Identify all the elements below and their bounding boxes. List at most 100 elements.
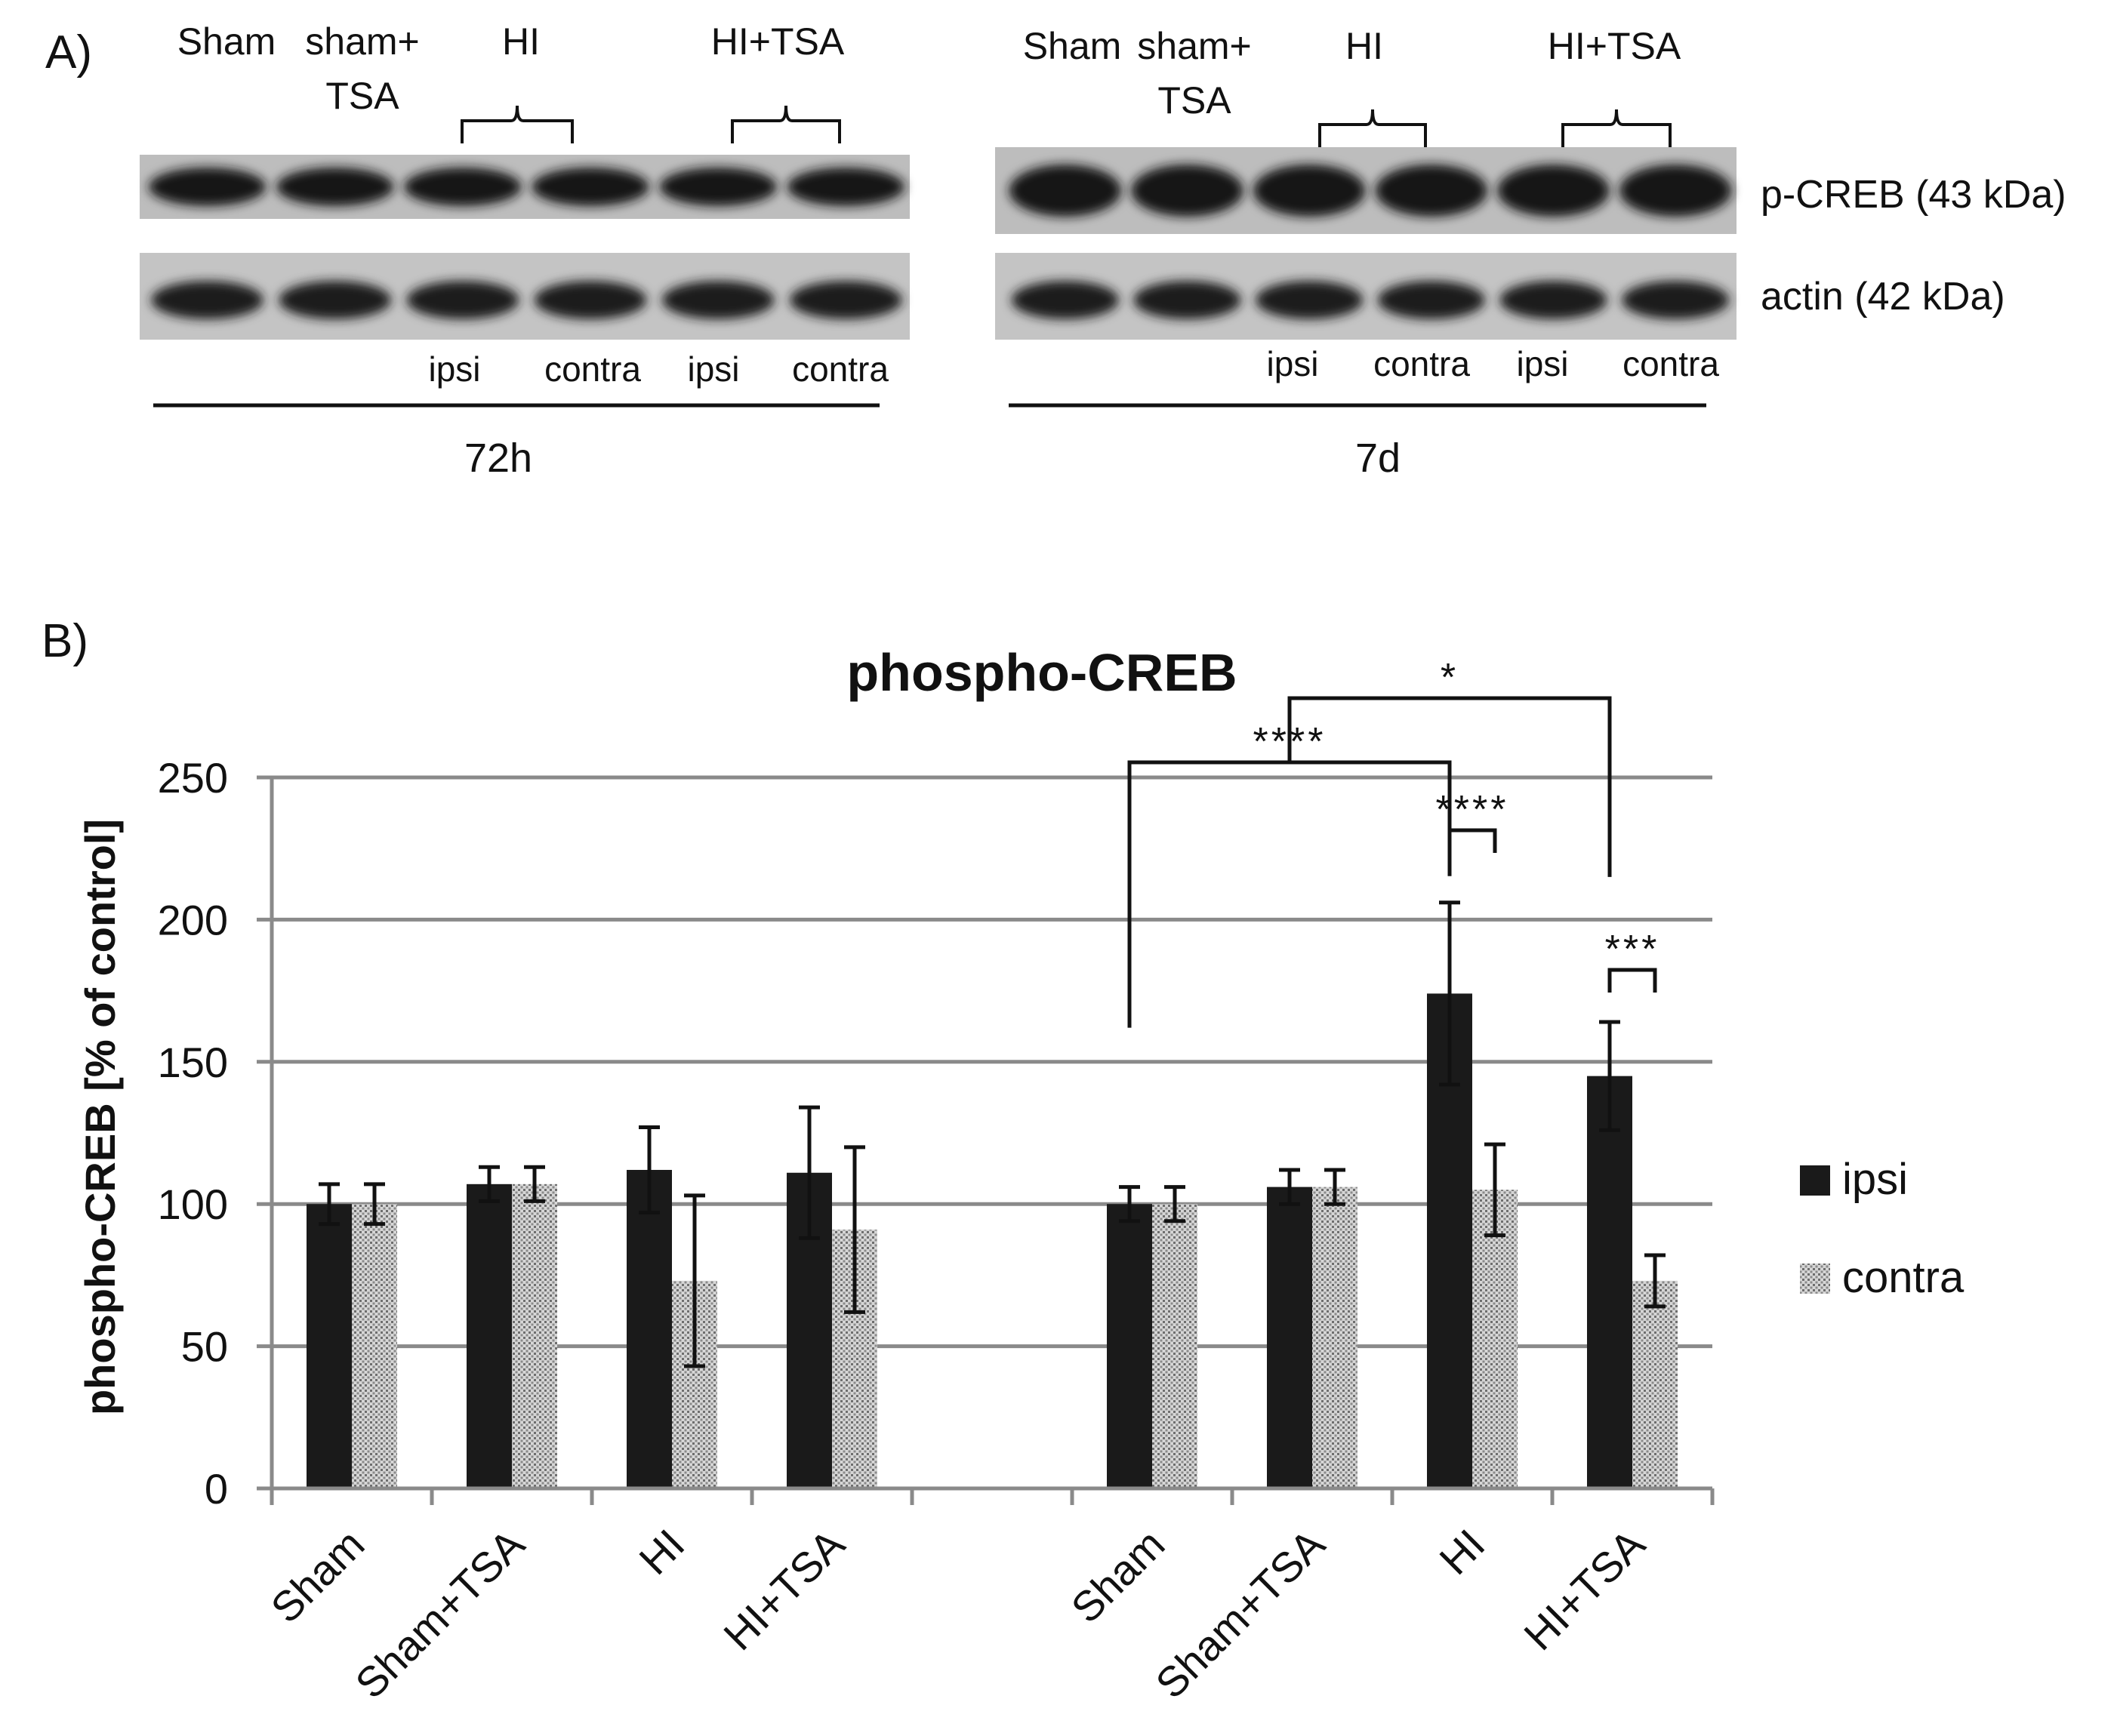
significance-bracket bbox=[1287, 696, 1612, 877]
hemisphere-label: contra bbox=[1373, 344, 1470, 383]
actin-band bbox=[534, 281, 647, 319]
panel-a-label: A) bbox=[45, 26, 92, 78]
actin-membrane bbox=[140, 253, 910, 340]
error-bar bbox=[1439, 900, 1460, 1087]
pcreb-band bbox=[148, 168, 267, 206]
hemisphere-label: contra bbox=[1622, 344, 1719, 383]
significance-bracket bbox=[1607, 968, 1657, 993]
bar-ipsi bbox=[467, 1183, 512, 1488]
error-bar bbox=[524, 1165, 545, 1203]
hemisphere-label: contra bbox=[544, 349, 641, 389]
error-bar bbox=[799, 1105, 820, 1240]
significance-label: **** bbox=[1436, 788, 1509, 832]
legend-label: ipsi bbox=[1842, 1155, 1908, 1204]
significance-bracket bbox=[1127, 760, 1452, 1028]
blot-72h: Sham sham+ TSA HI HI+TSA ipsi contra ipsi contra… bbox=[140, 20, 910, 481]
pcreb-band bbox=[1009, 165, 1122, 217]
pcreb-band bbox=[1253, 165, 1366, 217]
error-bar bbox=[1599, 1020, 1620, 1132]
y-axis-label: phospho-CREB [% of control] bbox=[76, 819, 124, 1415]
timepoint-label: 7d bbox=[1355, 436, 1401, 481]
bar-contra bbox=[352, 1204, 397, 1488]
error-bar bbox=[1279, 1168, 1300, 1206]
actin-band bbox=[279, 281, 392, 319]
pcreb-band bbox=[787, 168, 905, 206]
error-bar bbox=[479, 1165, 500, 1203]
pcreb-membrane bbox=[140, 155, 910, 219]
error-bar bbox=[1324, 1168, 1345, 1206]
group-brace bbox=[1318, 109, 1427, 147]
blot-group-label: TSA bbox=[1157, 79, 1231, 122]
blot-group-label: sham+ bbox=[305, 20, 419, 63]
error-bar bbox=[639, 1125, 660, 1214]
x-tick-label: HI+TSA bbox=[1515, 1519, 1654, 1659]
pcreb-band bbox=[1619, 165, 1732, 217]
significance-bracket bbox=[1447, 828, 1497, 853]
error-bar bbox=[844, 1145, 865, 1314]
legend-swatch-ipsi bbox=[1800, 1165, 1830, 1196]
pcreb-band bbox=[276, 168, 394, 206]
y-tick-label: 250 bbox=[158, 754, 228, 802]
pcreb-band bbox=[1375, 165, 1488, 217]
bar-contra bbox=[1472, 1190, 1518, 1488]
error-bar bbox=[1484, 1142, 1505, 1238]
actin-band bbox=[1377, 281, 1485, 319]
blot-group-label: sham+ bbox=[1137, 25, 1251, 67]
blot-group-label: Sham bbox=[177, 20, 276, 63]
hemisphere-label: ipsi bbox=[1516, 344, 1568, 383]
blot-group-label: Sham bbox=[1023, 25, 1122, 67]
bar-ipsi bbox=[307, 1204, 352, 1488]
blot-group-label: HI bbox=[502, 20, 540, 63]
hemisphere-label: contra bbox=[792, 349, 889, 389]
x-tick-label: Sham bbox=[1062, 1520, 1173, 1632]
panel-b-label: B) bbox=[42, 615, 88, 667]
pcreb-band bbox=[1131, 165, 1243, 217]
bar-contra bbox=[1632, 1280, 1678, 1488]
hemisphere-label: ipsi bbox=[687, 349, 739, 389]
blot-group-label: TSA bbox=[325, 75, 399, 117]
y-tick-label: 0 bbox=[205, 1465, 228, 1513]
blot-group-label: HI bbox=[1345, 25, 1383, 67]
pcreb-band bbox=[404, 168, 522, 206]
actin-membrane bbox=[995, 253, 1736, 340]
x-tick-label: Sham+TSA bbox=[1146, 1519, 1334, 1707]
significance-label: * bbox=[1441, 656, 1459, 700]
actin-band bbox=[1256, 281, 1364, 319]
error-bar bbox=[319, 1182, 340, 1227]
actin-band bbox=[151, 281, 264, 319]
blot-7d: Sham sham+ TSA HI HI+TSA ipsi contra ipsi contra… bbox=[995, 25, 1736, 481]
x-tick-label: Sham bbox=[261, 1520, 373, 1632]
x-tick-label: HI bbox=[630, 1520, 693, 1584]
x-tick-label: HI bbox=[1430, 1520, 1493, 1584]
x-tick-label: HI+TSA bbox=[714, 1519, 854, 1659]
chart-title: phospho-CREB bbox=[846, 643, 1237, 702]
bar-contra bbox=[1312, 1187, 1357, 1488]
error-bar bbox=[364, 1182, 385, 1227]
group-brace bbox=[731, 105, 841, 143]
western-blots: Sham sham+ TSA HI HI+TSA ipsi contra ipsi contra… bbox=[140, 20, 1736, 481]
blot-row-label-actin: actin (42 kDa) bbox=[1761, 275, 2005, 319]
pcreb-band bbox=[659, 168, 778, 206]
blot-group-label: HI+TSA bbox=[1548, 25, 1681, 67]
pcreb-band bbox=[532, 168, 649, 206]
blot-row-label-pcreb: p-CREB (43 kDa) bbox=[1761, 173, 2066, 217]
pcreb-band bbox=[1497, 165, 1610, 217]
actin-band bbox=[1622, 281, 1730, 319]
hemisphere-label: ipsi bbox=[428, 349, 480, 389]
significance-label: *** bbox=[1605, 928, 1660, 971]
actin-band bbox=[1499, 281, 1607, 319]
hemisphere-label: ipsi bbox=[1266, 344, 1318, 383]
legend-swatch-contra bbox=[1800, 1264, 1830, 1294]
legend-label: contra bbox=[1842, 1253, 1965, 1302]
error-bar bbox=[1119, 1185, 1140, 1224]
actin-band bbox=[1133, 281, 1241, 319]
blot-group-label: HI+TSA bbox=[711, 20, 845, 63]
actin-band bbox=[1011, 281, 1119, 319]
bar-ipsi bbox=[627, 1169, 672, 1488]
x-tick-label: Sham+TSA bbox=[346, 1519, 534, 1707]
y-tick-label: 200 bbox=[158, 896, 228, 943]
bar-ipsi bbox=[1267, 1187, 1312, 1488]
group-brace bbox=[461, 105, 574, 143]
y-tick-label: 50 bbox=[181, 1323, 228, 1371]
